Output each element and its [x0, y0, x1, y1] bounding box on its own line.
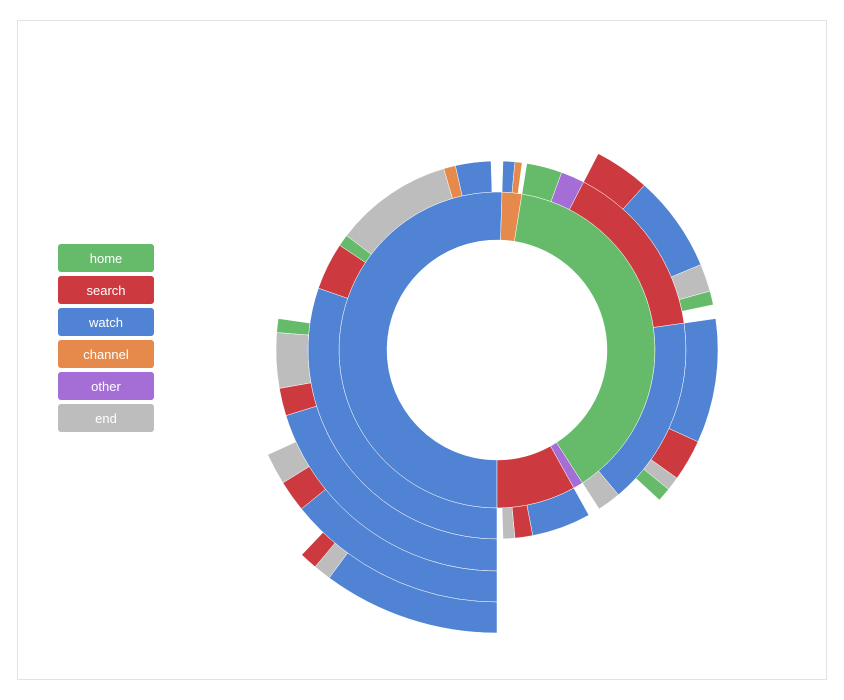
sunburst-segment-home-27[interactable]	[678, 290, 714, 312]
sunburst-segment-end-38[interactable]	[501, 507, 516, 540]
legend-item-end[interactable]: end	[58, 404, 154, 432]
sunburst-segment-home-32[interactable]	[635, 468, 669, 501]
sunburst-segment-channel-19[interactable]	[511, 161, 523, 194]
legend-item-channel[interactable]: channel	[58, 340, 154, 368]
legend: home search watch channel other end	[58, 244, 154, 436]
sunburst-segment-search-6[interactable]	[301, 532, 336, 568]
sunburst-segment-end-10[interactable]	[275, 332, 312, 389]
sunburst-segment-home-11[interactable]	[276, 318, 311, 336]
sunburst-segment-end-8[interactable]	[267, 441, 310, 484]
legend-item-watch[interactable]: watch	[58, 308, 154, 336]
legend-item-search[interactable]: search	[58, 276, 154, 304]
legend-item-other[interactable]: other	[58, 372, 154, 400]
legend-item-home[interactable]: home	[58, 244, 154, 272]
sunburst-segment-watch-16[interactable]	[455, 160, 493, 197]
